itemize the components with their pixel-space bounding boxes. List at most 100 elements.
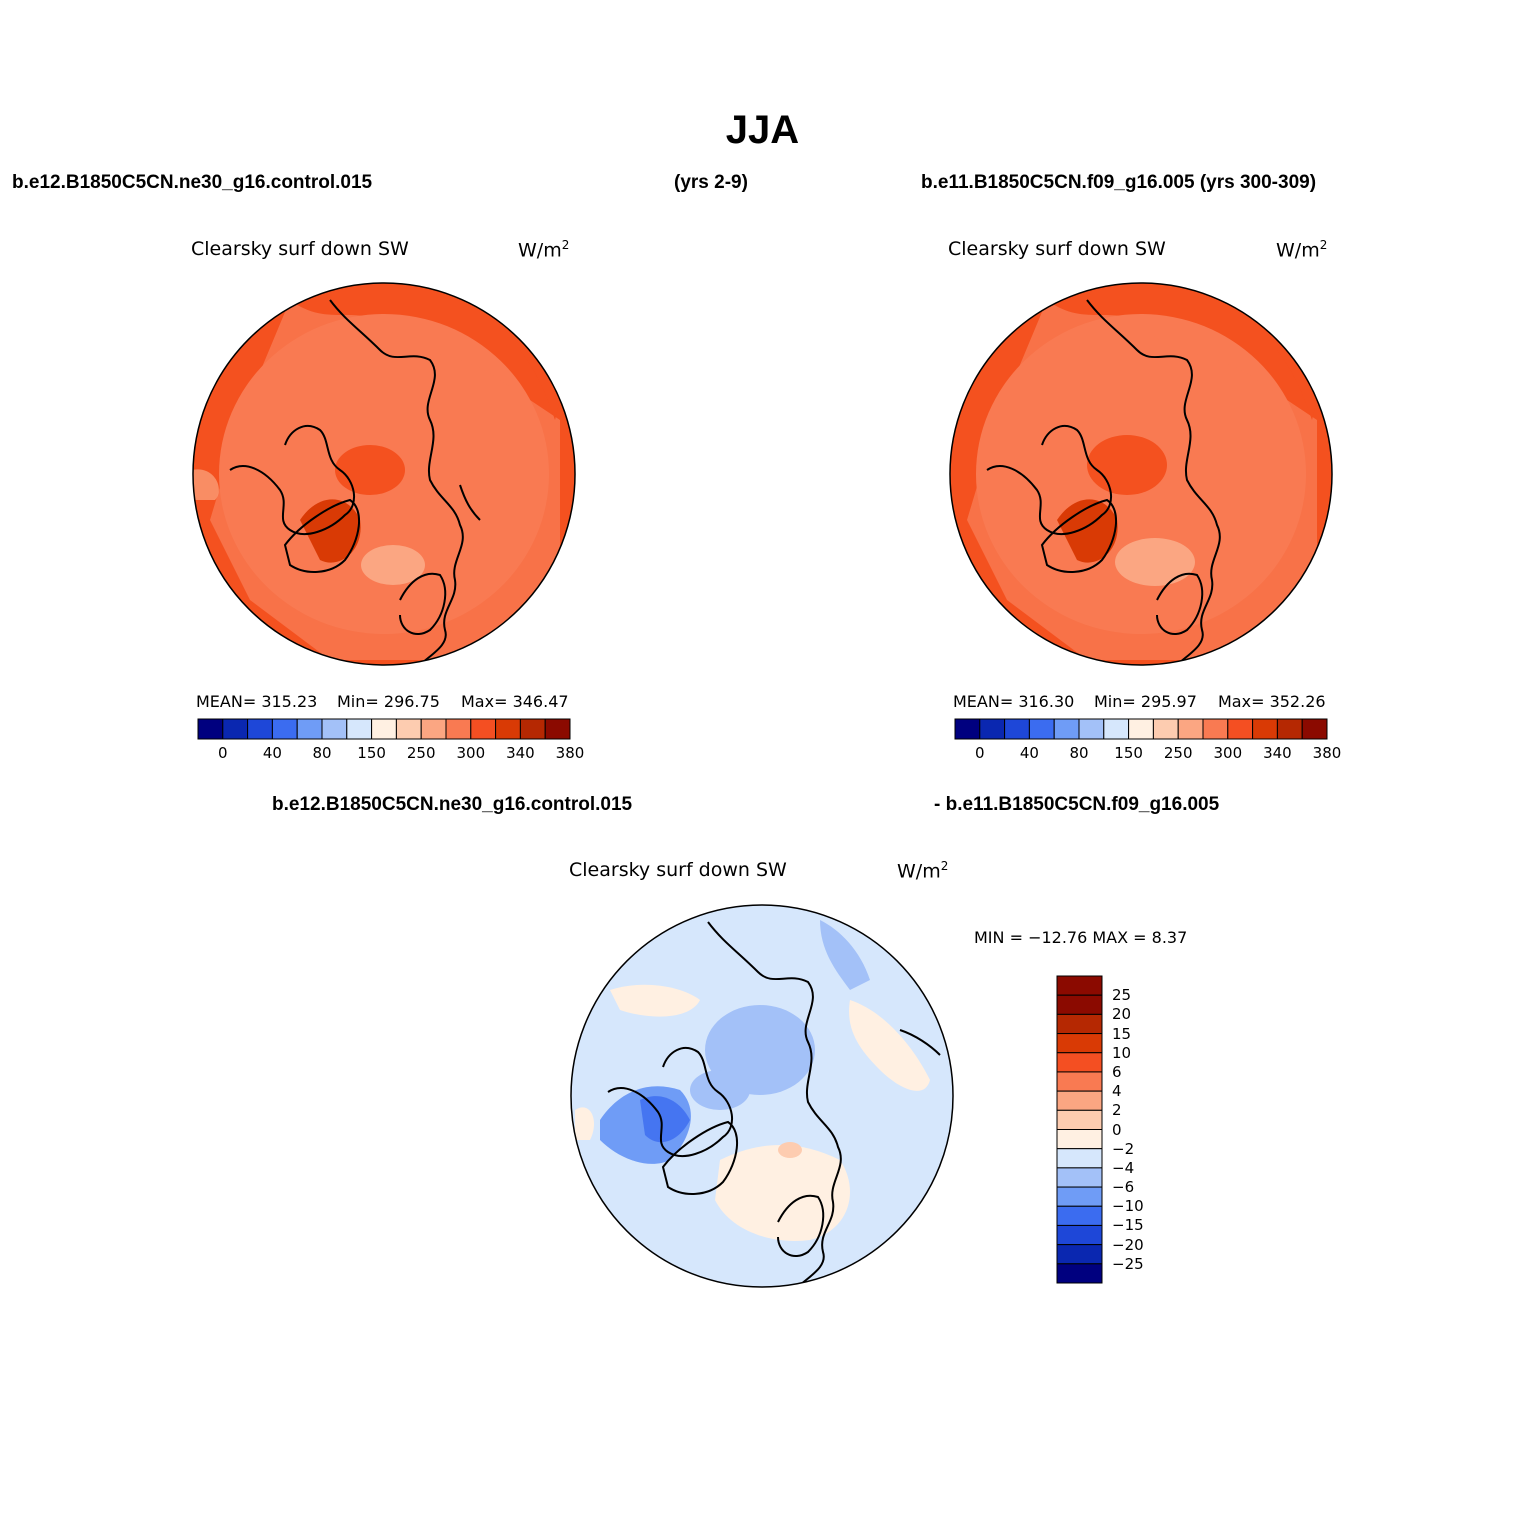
colorbar-swatch xyxy=(1056,1033,1103,1054)
colorbar-swatch xyxy=(544,718,571,740)
colorbar-swatch xyxy=(1056,1129,1103,1150)
panel2-mean: MEAN= 316.30 xyxy=(953,692,1075,711)
colorbar-swatch xyxy=(1252,718,1278,740)
colorbar-tick-label: 300 xyxy=(1213,744,1243,762)
colorbar-swatch xyxy=(1301,718,1328,740)
colorbar-tick-label: 0 xyxy=(1112,1120,1122,1139)
colorbar-swatch xyxy=(1103,718,1130,740)
panel1-max: Max= 346.47 xyxy=(461,692,569,711)
colorbar-swatch xyxy=(1056,975,1103,996)
colorbar-swatch xyxy=(954,718,981,740)
colorbar-swatch xyxy=(247,718,273,740)
panel2-colorbar xyxy=(954,718,1328,740)
colorbar-swatch xyxy=(1053,718,1080,740)
colorbar-swatch xyxy=(1056,1224,1103,1246)
colorbar-swatch xyxy=(1078,718,1105,740)
colorbar-tick-label: 380 xyxy=(555,744,585,762)
colorbar-swatch xyxy=(1056,1244,1103,1265)
colorbar-tick-label: 0 xyxy=(975,744,985,762)
panel3-minmax: MIN = −12.76 MAX = 8.37 xyxy=(974,928,1188,947)
panel3-units: W/m2 xyxy=(897,859,949,883)
colorbar-swatch xyxy=(1177,718,1204,740)
colorbar-swatch xyxy=(1056,1013,1103,1035)
panel3-colorbar xyxy=(1056,975,1103,1284)
panel1-units: W/m2 xyxy=(518,238,570,262)
colorbar-tick-label: 40 xyxy=(1019,744,1039,762)
panel2-min: Min= 295.97 xyxy=(1094,692,1197,711)
panel1-min: Min= 296.75 xyxy=(337,692,440,711)
panel1-mean: MEAN= 315.23 xyxy=(196,692,318,711)
colorbar-swatch xyxy=(1056,1148,1103,1169)
colorbar-swatch xyxy=(1056,1186,1103,1207)
colorbar-swatch xyxy=(222,718,249,740)
colorbar-swatch xyxy=(1128,718,1154,740)
colorbar-swatch xyxy=(1056,1167,1103,1188)
diff-case-b: - b.e11.B1850C5CN.f09_g16.005 xyxy=(934,794,1220,815)
colorbar-swatch xyxy=(519,718,546,740)
panel1-colorbar xyxy=(197,718,571,740)
colorbar-swatch xyxy=(1056,1263,1103,1284)
colorbar-tick-label: 340 xyxy=(1263,744,1292,762)
colorbar-swatch xyxy=(371,718,397,740)
colorbar-tick-label: 150 xyxy=(1114,744,1143,762)
panel2-colorbar-ticks: 0 40 80 150 250 300 340 380 xyxy=(955,744,1341,764)
colorbar-tick-label: −20 xyxy=(1112,1235,1144,1254)
colorbar-tick-label: −15 xyxy=(1112,1216,1144,1235)
panel3-variable: Clearsky surf down SW xyxy=(569,859,787,881)
colorbar-tick-label: 340 xyxy=(506,744,535,762)
left-case-label: b.e12.B1850C5CN.ne30_g16.control.015 xyxy=(12,172,373,193)
colorbar-tick-label: 250 xyxy=(406,744,436,762)
colorbar-swatch xyxy=(420,718,447,740)
figure-title: JJA xyxy=(725,108,800,152)
colorbar-tick-label: 0 xyxy=(218,744,228,762)
colorbar-swatch xyxy=(321,718,348,740)
colorbar-tick-label: 380 xyxy=(1312,744,1342,762)
colorbar-tick-label: 40 xyxy=(262,744,282,762)
colorbar-swatch xyxy=(1152,718,1179,740)
colorbar-tick-label: 6 xyxy=(1112,1062,1122,1081)
colorbar-tick-label: 80 xyxy=(312,744,332,762)
colorbar-tick-label: 300 xyxy=(456,744,486,762)
panel2-variable: Clearsky surf down SW xyxy=(948,238,1166,260)
colorbar-swatch xyxy=(1056,1071,1103,1092)
colorbar-tick-label: −2 xyxy=(1112,1139,1135,1158)
panel1-colorbar-ticks: 0 40 80 150 250 300 340 380 xyxy=(198,744,584,764)
colorbar-swatch xyxy=(1056,1052,1103,1073)
colorbar-swatch xyxy=(1004,718,1030,740)
colorbar-swatch xyxy=(296,718,323,740)
colorbar-tick-label: −4 xyxy=(1112,1158,1135,1177)
colorbar-swatch xyxy=(1056,1109,1103,1130)
colorbar-swatch xyxy=(495,718,521,740)
colorbar-swatch xyxy=(1056,1090,1103,1111)
colorbar-tick-label: 250 xyxy=(1163,744,1193,762)
colorbar-swatch xyxy=(1276,718,1303,740)
colorbar-tick-label: 2 xyxy=(1112,1101,1122,1120)
colorbar-swatch xyxy=(470,718,497,740)
colorbar-swatch xyxy=(395,718,422,740)
colorbar-tick-label: −10 xyxy=(1112,1197,1144,1216)
panel1-variable: Clearsky surf down SW xyxy=(191,238,409,260)
colorbar-tick-label: 80 xyxy=(1069,744,1089,762)
colorbar-swatch xyxy=(445,718,472,740)
colorbar-tick-label: 10 xyxy=(1112,1043,1132,1062)
colorbar-tick-label: 150 xyxy=(357,744,386,762)
panel2-max: Max= 352.26 xyxy=(1218,692,1326,711)
colorbar-swatch xyxy=(1056,994,1103,1015)
colorbar-swatch xyxy=(1202,718,1229,740)
colorbar-swatch xyxy=(1028,718,1055,740)
colorbar-swatch xyxy=(271,718,298,740)
colorbar-swatch xyxy=(1056,1205,1103,1226)
left-years-label: (yrs 2-9) xyxy=(674,172,748,193)
colorbar-tick-label: 20 xyxy=(1112,1005,1132,1024)
colorbar-tick-label: 15 xyxy=(1112,1024,1132,1043)
right-case-label: b.e11.B1850C5CN.f09_g16.005 (yrs 300-309… xyxy=(921,172,1317,193)
diff-case-a: b.e12.B1850C5CN.ne30_g16.control.015 xyxy=(272,794,633,815)
panel2-units: W/m2 xyxy=(1276,238,1328,262)
colorbar-tick-label: 4 xyxy=(1112,1082,1122,1101)
colorbar-swatch xyxy=(979,718,1006,740)
colorbar-tick-label: −6 xyxy=(1112,1178,1135,1197)
colorbar-swatch xyxy=(197,718,224,740)
colorbar-swatch xyxy=(346,718,373,740)
colorbar-tick-label: −25 xyxy=(1112,1254,1144,1273)
colorbar-tick-label: 25 xyxy=(1112,986,1132,1005)
